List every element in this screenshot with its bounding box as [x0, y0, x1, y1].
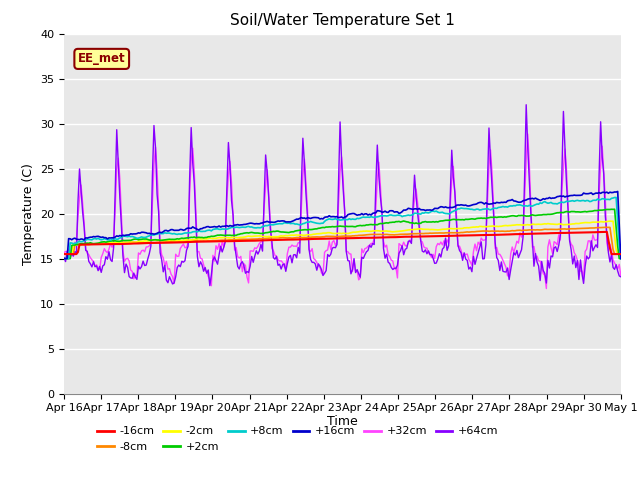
Y-axis label: Temperature (C): Temperature (C): [22, 163, 35, 264]
Legend: -16cm, -8cm, -2cm, +2cm, +8cm, +16cm, +32cm, +64cm: -16cm, -8cm, -2cm, +2cm, +8cm, +16cm, +3…: [93, 422, 503, 456]
Text: EE_met: EE_met: [78, 52, 125, 65]
Title: Soil/Water Temperature Set 1: Soil/Water Temperature Set 1: [230, 13, 455, 28]
X-axis label: Time: Time: [327, 415, 358, 428]
